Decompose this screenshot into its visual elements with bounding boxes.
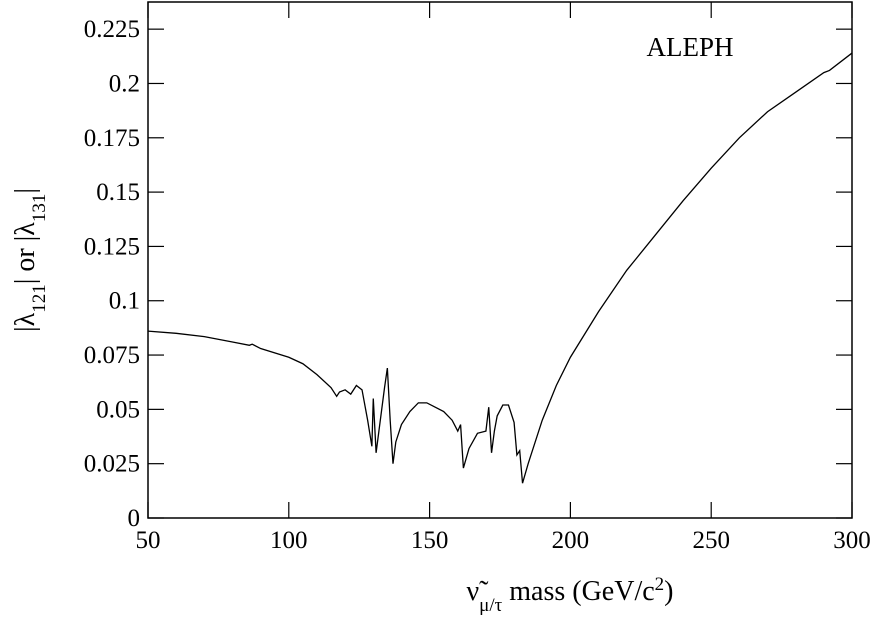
label-part: ) [664, 576, 673, 607]
y-tick-label: 0 [128, 505, 141, 532]
x-tick-label: 50 [136, 527, 161, 554]
x-tick-label: 150 [411, 527, 449, 554]
x-tick-label: 300 [833, 527, 871, 554]
data-line [147, 52, 853, 484]
y-tick-label: 0.075 [84, 342, 140, 369]
label-part: |λ [10, 312, 41, 332]
plot-frame [147, 1, 853, 519]
label-part: 131 [29, 194, 50, 223]
y-tick-label: 0.025 [84, 451, 140, 478]
label-part: | or |λ [10, 222, 41, 285]
x-tick-label: 100 [270, 527, 308, 554]
y-tick-label: 0.125 [84, 233, 140, 260]
label-part: mass (GeV/c [502, 576, 654, 607]
label-part: 2 [655, 574, 665, 595]
y-tick-label: 0.1 [109, 288, 140, 315]
label-part: 121 [29, 284, 50, 313]
label-part: μ/τ [479, 595, 502, 616]
x-tick-label: 250 [692, 527, 730, 554]
y-axis-label: |λ121| or |λ131| [10, 188, 50, 332]
annotation: ALEPH [647, 32, 734, 62]
x-axis-label: ν̃μ/τ mass (GeV/c2) [466, 574, 673, 616]
x-tick-label: 200 [552, 527, 590, 554]
y-tick-label: 0.15 [96, 179, 140, 206]
y-tick-label: 0.225 [84, 16, 140, 43]
y-tick-label: 0.2 [109, 70, 140, 97]
label-part: | [10, 188, 41, 194]
y-tick-label: 0.05 [96, 396, 140, 423]
y-tick-label: 0.175 [84, 125, 140, 152]
